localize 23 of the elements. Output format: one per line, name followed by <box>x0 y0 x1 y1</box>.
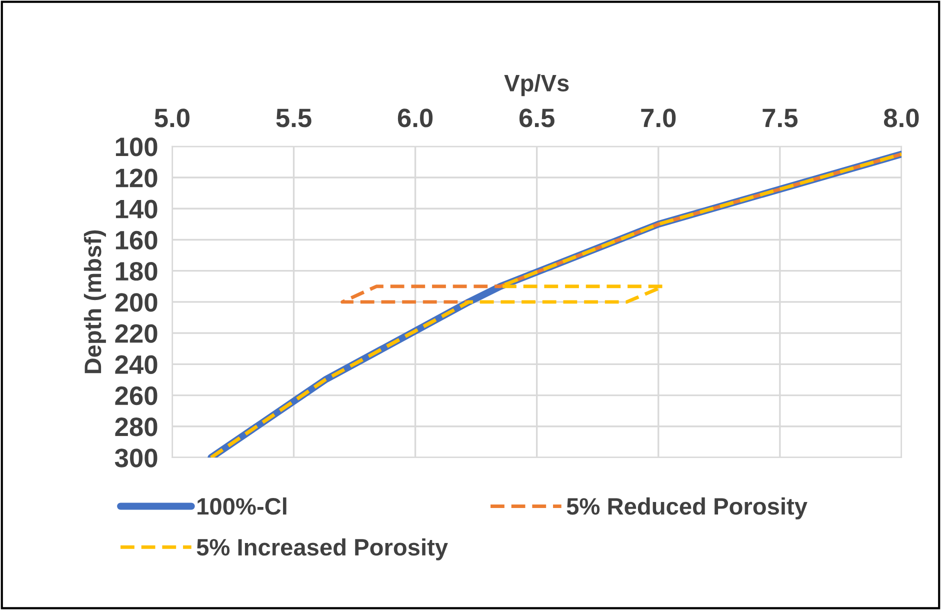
y-tick-label: 280 <box>115 418 158 436</box>
x-tick-label: 5.0 <box>154 108 190 128</box>
y-tick-label: 200 <box>115 293 158 312</box>
y-tick-label: 300 <box>114 448 158 468</box>
legend-label: 5% Reduced Porosity <box>566 497 808 520</box>
y-tick-label: 220 <box>115 324 158 343</box>
x-tick-label: 6.5 <box>519 108 554 128</box>
x-axis-title: Vp/Vs <box>504 74 569 96</box>
y-axis-title: Depth (mbsf) <box>84 230 106 374</box>
y-tick-label: 160 <box>116 230 158 250</box>
y-tick-label: 140 <box>116 200 158 218</box>
y-tick-label: 100 <box>116 138 158 156</box>
y-tick-label: 120 <box>116 168 158 188</box>
x-tick-label: 7.0 <box>641 108 676 128</box>
x-tick-label: 8.0 <box>884 108 919 128</box>
legend-label: 100%-Cl <box>198 497 286 515</box>
x-tick-label: 7.5 <box>762 108 798 128</box>
x-tick-label: 6.0 <box>398 108 433 128</box>
legend-label: 5% Increased Porosity <box>196 538 448 560</box>
y-tick-label: 260 <box>115 386 158 406</box>
y-tick-label: 180 <box>116 262 158 281</box>
y-tick-label: 240 <box>115 355 158 374</box>
x-tick-label: 5.5 <box>276 108 312 128</box>
